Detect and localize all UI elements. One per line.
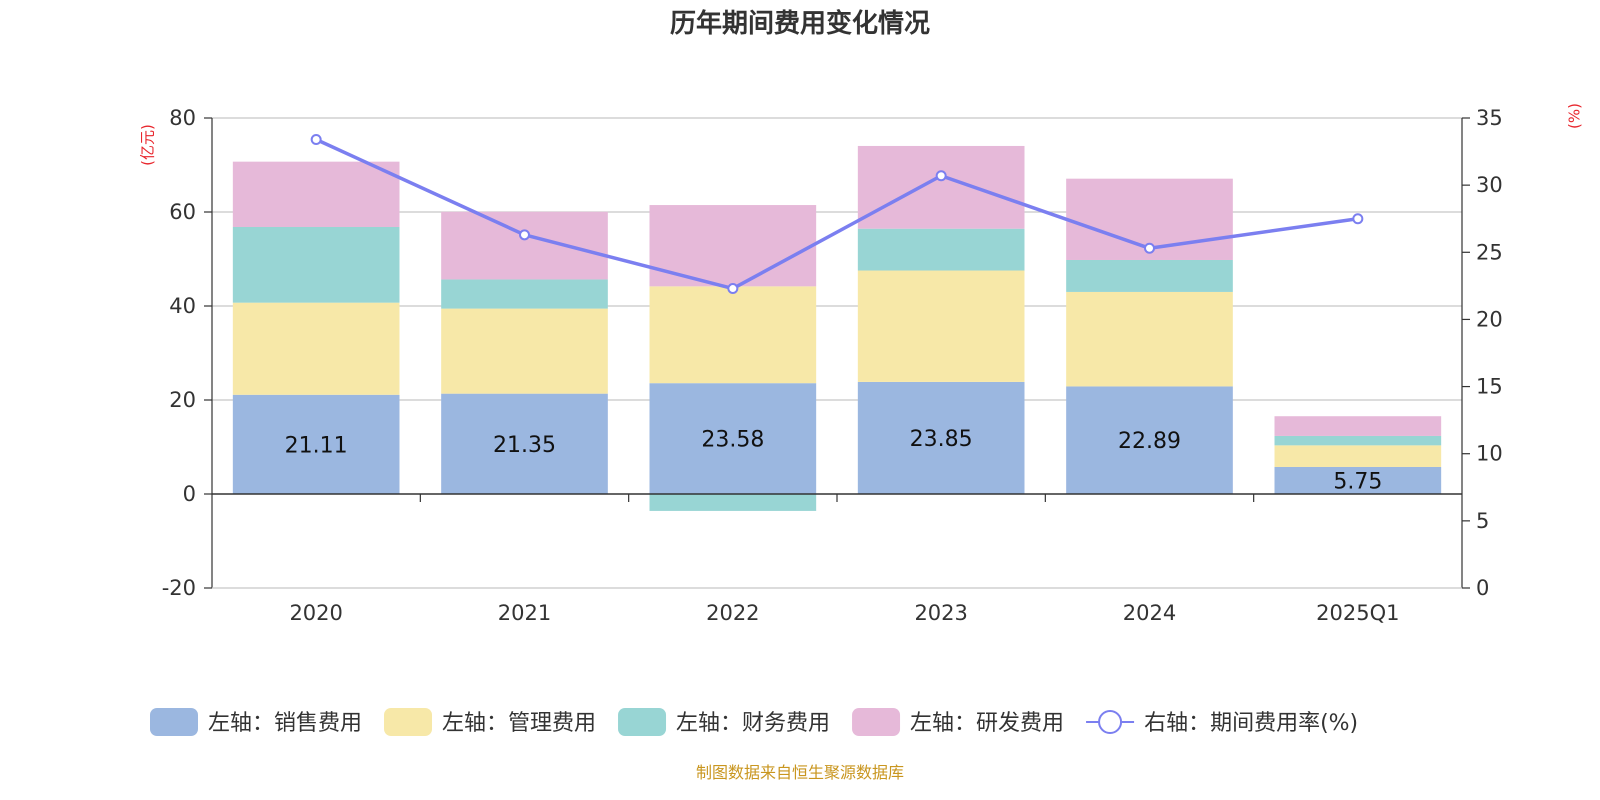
rate-line-path (315, 137, 1359, 291)
left-axis-tick-label: 20 (169, 388, 196, 412)
rate-point[interactable] (1144, 242, 1155, 254)
data-label: 22.89 (1118, 429, 1181, 454)
legend-label[interactable]: 右轴：期间费用率(%) (1144, 711, 1358, 736)
rate-point[interactable] (1352, 213, 1364, 225)
rate-point[interactable] (310, 133, 322, 145)
legend-swatch-1[interactable] (150, 708, 198, 736)
bar-segment-3 (1066, 259, 1233, 292)
bar-segment-3 (857, 228, 1025, 271)
bar-segment-1 (232, 394, 400, 494)
bars (232, 145, 1442, 511)
bar-segment-4 (857, 145, 1025, 229)
category-label: 2020 (289, 601, 342, 625)
data-label: 23.85 (910, 427, 973, 452)
right-axis-tick-label: 0 (1476, 576, 1489, 600)
legend-label[interactable]: 左轴：财务费用 (676, 711, 830, 736)
bar-segment-2 (1274, 445, 1442, 467)
data-label: 23.58 (701, 428, 764, 453)
legend-label[interactable]: 左轴：销售费用 (208, 711, 362, 736)
left-axis-tick-label: 80 (169, 106, 196, 130)
legend: 左轴：销售费用 左轴：管理费用 左轴：财务费用 左轴：研发费用 右轴：期间费用率(%) (150, 708, 1358, 736)
left-axis-tick-label: 60 (169, 200, 196, 224)
data-label: 21.35 (493, 433, 556, 458)
bar-segment-3 (441, 279, 608, 309)
category-label: 2024 (1123, 601, 1176, 625)
bar-segment-3 (232, 226, 400, 303)
legend-label[interactable]: 左轴：管理费用 (442, 711, 596, 736)
rate-line (310, 133, 1364, 295)
left-axis-tick-label: 0 (183, 482, 196, 506)
bar-segment-2 (857, 270, 1025, 382)
bar-segment-1 (649, 383, 817, 494)
rate-point[interactable] (727, 283, 739, 295)
category-label: 2022 (706, 601, 759, 625)
data-label: 5.75 (1333, 469, 1382, 494)
category-label: 2025Q1 (1316, 601, 1399, 625)
data-labels: 21.11 21.35 23.58 23.85 22.89 5.75 (285, 427, 1383, 495)
bar-segment-1 (1274, 466, 1442, 494)
left-axis-tick-label: -20 (162, 576, 196, 600)
bar-segment-2 (1066, 291, 1233, 387)
bar-segment-3 (649, 494, 817, 511)
bar-segment-2 (441, 308, 608, 394)
category-label: 2021 (498, 601, 551, 625)
legend-label[interactable]: 左轴：研发费用 (910, 711, 1064, 736)
right-axis-tick-label: 10 (1476, 442, 1503, 466)
right-axis-tick-label: 35 (1476, 106, 1503, 130)
bar-segment-2 (232, 302, 400, 395)
right-axis-tick-label: 5 (1476, 509, 1489, 533)
bar-segment-4 (441, 211, 608, 280)
legend-line-marker[interactable] (1098, 710, 1123, 734)
bar-segment-1 (1066, 386, 1233, 494)
source-note: 制图数据来自恒生聚源数据库 (696, 763, 904, 782)
legend-swatch-2[interactable] (384, 708, 433, 736)
bar-segment-4 (1274, 416, 1442, 436)
bar-segment-2 (649, 286, 817, 384)
right-axis-tick-label: 15 (1476, 375, 1503, 399)
right-axis-tick-label: 30 (1476, 173, 1503, 197)
rate-point[interactable] (935, 170, 947, 182)
rate-point[interactable] (519, 229, 530, 241)
legend-swatch-4[interactable] (852, 708, 901, 736)
chart-title: 历年期间费用变化情况 (670, 8, 930, 39)
bar-segment-4 (232, 161, 400, 227)
bar-segment-3 (1274, 435, 1442, 446)
right-axis-tick-label: 20 (1476, 307, 1503, 331)
gridlines (212, 117, 1462, 401)
bar-segment-1 (441, 393, 608, 494)
bar-segment-1 (857, 381, 1025, 494)
left-axis-unit: (亿元) (139, 124, 157, 166)
right-axis-tick-label: 25 (1476, 240, 1503, 264)
category-label: 2023 (914, 601, 967, 625)
data-label: 21.11 (285, 433, 348, 458)
axes: -20 0 20 40 60 80 0 5 10 15 20 25 30 35 2020 2021 2022 20… (162, 106, 1503, 625)
left-axis-tick-label: 40 (169, 294, 196, 318)
right-axis-unit: (%) (1566, 103, 1584, 129)
legend-swatch-3[interactable] (618, 708, 667, 736)
